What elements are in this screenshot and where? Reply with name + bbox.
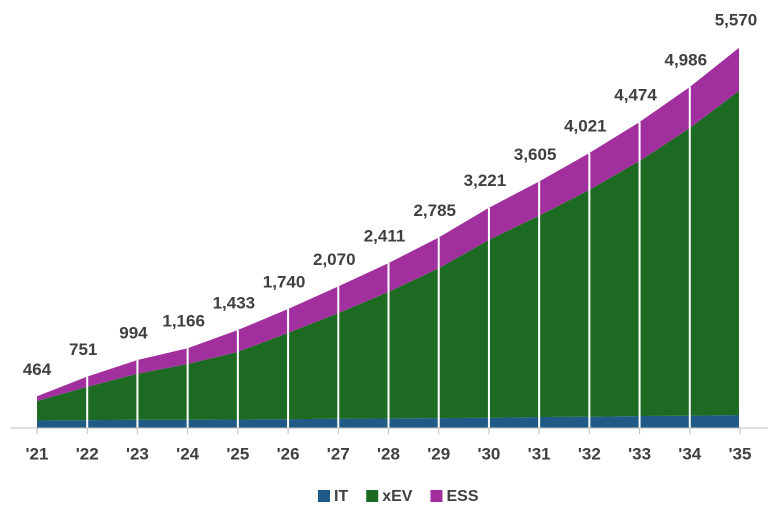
total-label: 2,785 bbox=[413, 201, 456, 220]
total-label: 2,070 bbox=[313, 250, 356, 269]
x-tick-label: '35 bbox=[729, 444, 752, 463]
total-label: 994 bbox=[119, 324, 148, 343]
x-tick-label: '26 bbox=[277, 444, 300, 463]
total-label: 3,605 bbox=[514, 145, 557, 164]
total-label: 1,740 bbox=[263, 272, 306, 291]
area bbox=[37, 90, 740, 421]
total-label: 4,021 bbox=[564, 116, 607, 135]
total-label: 4,474 bbox=[614, 85, 657, 104]
legend-label: IT bbox=[334, 488, 348, 505]
x-tick-label: '24 bbox=[176, 444, 199, 463]
total-label: 1,433 bbox=[213, 293, 256, 312]
x-tick-label: '27 bbox=[327, 444, 350, 463]
x-tick-label: '31 bbox=[528, 444, 551, 463]
x-tick-label: '22 bbox=[76, 444, 99, 463]
total-label: 4,986 bbox=[665, 50, 708, 69]
total-label: 3,221 bbox=[464, 171, 507, 190]
x-tick-label: '28 bbox=[377, 444, 400, 463]
legend-swatch bbox=[318, 490, 330, 502]
total-label: 751 bbox=[69, 340, 97, 359]
x-tick-label: '34 bbox=[678, 444, 701, 463]
x-tick-label: '25 bbox=[226, 444, 249, 463]
x-tick-label: '32 bbox=[578, 444, 601, 463]
total-label: 5,570 bbox=[715, 11, 758, 30]
x-tick-label: '21 bbox=[26, 444, 49, 463]
legend-label: xEV bbox=[382, 488, 413, 505]
legend-label: ESS bbox=[446, 488, 478, 505]
x-tick-label: '33 bbox=[628, 444, 651, 463]
legend-swatch bbox=[430, 490, 443, 502]
x-tick-label: '30 bbox=[477, 444, 500, 463]
total-label: 464 bbox=[23, 360, 52, 379]
x-tick-label: '23 bbox=[126, 444, 149, 463]
x-tick-label: '29 bbox=[427, 444, 450, 463]
total-label: 2,411 bbox=[364, 227, 406, 246]
total-label: 1,166 bbox=[162, 312, 205, 331]
legend-swatch bbox=[366, 490, 379, 502]
